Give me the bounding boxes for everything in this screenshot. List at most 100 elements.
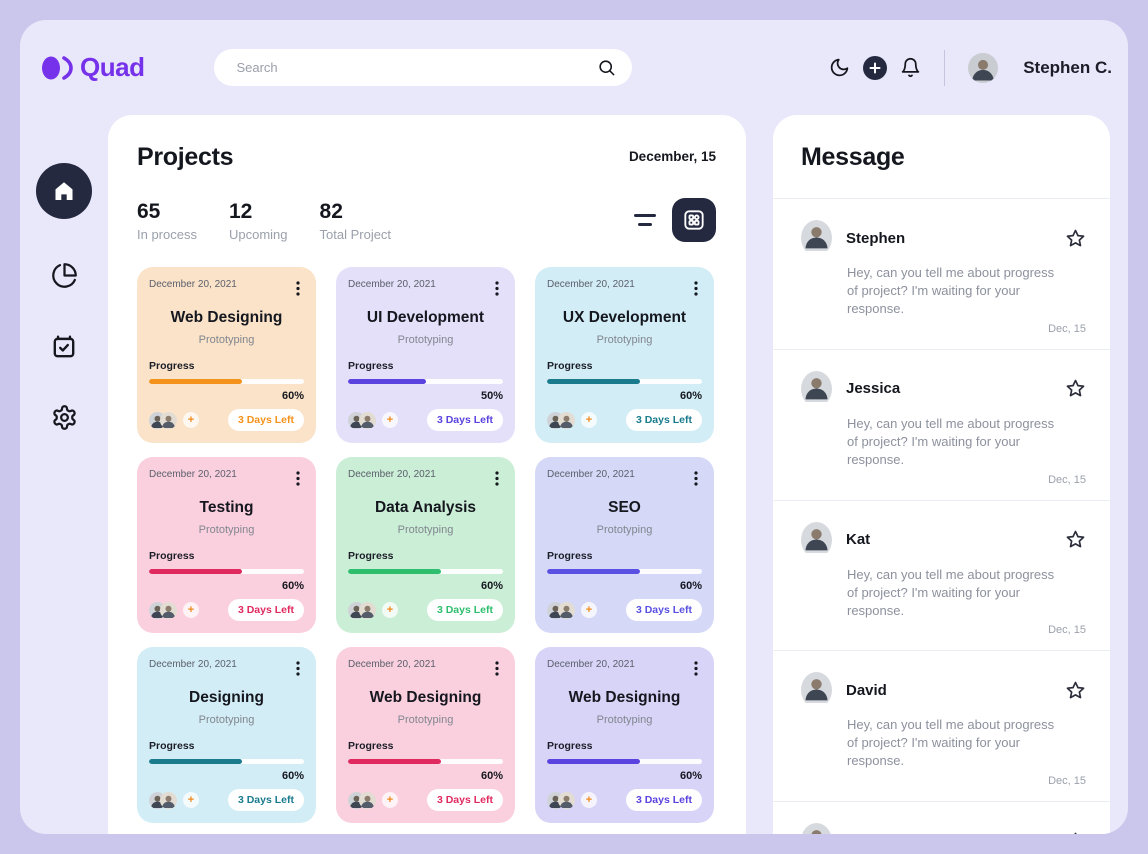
project-card[interactable]: December 20, 2021 Designing Prototyping … xyxy=(137,647,316,823)
progress-percent: 60% xyxy=(281,390,304,402)
sender-name: Sid xyxy=(846,833,869,834)
add-member-button[interactable]: + xyxy=(382,412,398,428)
sender-name: Kat xyxy=(846,531,871,549)
plus-icon xyxy=(869,62,881,74)
sender-avatar xyxy=(801,521,832,558)
dark-mode-toggle[interactable] xyxy=(829,57,850,78)
card-date: December 20, 2021 xyxy=(547,279,635,290)
sidebar-item-analytics[interactable] xyxy=(50,261,79,290)
star-icon xyxy=(1065,680,1086,701)
message-item[interactable]: Jessica Hey, can you tell me about progr… xyxy=(773,350,1110,501)
stat-in-process: 65 In process xyxy=(137,200,197,242)
star-button[interactable] xyxy=(1065,831,1086,834)
brand-logo[interactable]: Quad xyxy=(40,52,145,83)
star-button[interactable] xyxy=(1065,378,1086,399)
member-avatar xyxy=(359,601,376,619)
project-card[interactable]: December 20, 2021 Web Designing Prototyp… xyxy=(336,647,515,823)
card-footer: + 3 Days Left xyxy=(348,599,503,621)
sidebar-item-tasks[interactable] xyxy=(50,332,79,361)
message-item[interactable]: Sid Hey, can you tell me about progress … xyxy=(773,802,1110,834)
card-top: December 20, 2021 xyxy=(149,659,304,678)
sidebar-item-settings[interactable] xyxy=(50,403,79,432)
project-card[interactable]: December 20, 2021 UI Development Prototy… xyxy=(336,267,515,443)
message-row: Kat xyxy=(801,521,1086,558)
progress-label: Progress xyxy=(348,550,394,562)
tasks-icon xyxy=(51,334,77,360)
progress-track xyxy=(149,759,304,764)
list-view-button[interactable] xyxy=(634,214,656,226)
message-row: Jessica xyxy=(801,370,1086,407)
kebab-menu-icon xyxy=(296,281,300,296)
message-item[interactable]: David Hey, can you tell me about progres… xyxy=(773,651,1110,803)
search-input[interactable] xyxy=(236,60,598,75)
add-member-button[interactable]: + xyxy=(183,602,199,618)
project-card[interactable]: December 20, 2021 Web Designing Prototyp… xyxy=(137,267,316,443)
search-icon[interactable] xyxy=(597,58,616,77)
message-item[interactable]: Kat Hey, can you tell me about progress … xyxy=(773,501,1110,652)
member-avatars xyxy=(547,791,575,809)
add-member-button[interactable]: + xyxy=(581,792,597,808)
progress-percent: 60% xyxy=(281,580,304,592)
list-view-icon xyxy=(634,214,656,217)
kebab-menu-icon xyxy=(495,281,499,296)
progress-fill xyxy=(149,379,242,384)
star-icon xyxy=(1065,831,1086,834)
project-grid: December 20, 2021 Web Designing Prototyp… xyxy=(137,267,716,823)
card-footer: + 3 Days Left xyxy=(547,409,702,431)
card-menu-button[interactable] xyxy=(292,279,304,298)
add-member-button[interactable]: + xyxy=(382,602,398,618)
sidebar-item-home[interactable] xyxy=(36,163,92,219)
member-avatar xyxy=(160,601,177,619)
stat-total: 82 Total Project xyxy=(320,200,392,242)
card-menu-button[interactable] xyxy=(491,659,503,678)
member-avatar xyxy=(558,601,575,619)
topbar: Quad xyxy=(20,20,1128,115)
project-card[interactable]: December 20, 2021 SEO Prototyping Progre… xyxy=(535,457,714,633)
add-member-button[interactable]: + xyxy=(382,792,398,808)
project-card[interactable]: December 20, 2021 Web Designing Prototyp… xyxy=(535,647,714,823)
stat-upcoming: 12 Upcoming xyxy=(229,200,288,242)
card-menu-button[interactable] xyxy=(690,469,702,488)
add-new-button[interactable] xyxy=(863,55,888,80)
add-member-button[interactable]: + xyxy=(183,412,199,428)
card-menu-button[interactable] xyxy=(690,659,702,678)
star-button[interactable] xyxy=(1065,680,1086,701)
card-menu-button[interactable] xyxy=(690,279,702,298)
project-card[interactable]: December 20, 2021 Data Analysis Prototyp… xyxy=(336,457,515,633)
brand-name: Quad xyxy=(80,52,145,82)
stat-label: In process xyxy=(137,227,197,242)
add-member-button[interactable]: + xyxy=(183,792,199,808)
card-subtitle: Prototyping xyxy=(198,334,255,346)
progress-label: Progress xyxy=(547,550,593,562)
add-member-button[interactable]: + xyxy=(581,412,597,428)
grid-view-button[interactable] xyxy=(672,198,716,242)
user-avatar[interactable] xyxy=(968,52,999,83)
message-item[interactable]: Stephen Hey, can you tell me about progr… xyxy=(773,199,1110,350)
card-menu-button[interactable] xyxy=(292,659,304,678)
body-row: Projects December, 15 65 In process 12 U… xyxy=(20,115,1128,834)
card-menu-button[interactable] xyxy=(491,279,503,298)
days-left-badge: 3 Days Left xyxy=(426,789,503,811)
card-menu-button[interactable] xyxy=(491,469,503,488)
star-button[interactable] xyxy=(1065,228,1086,249)
sidebar xyxy=(20,115,108,834)
project-card[interactable]: December 20, 2021 Testing Prototyping Pr… xyxy=(137,457,316,633)
progress-percent: 60% xyxy=(480,580,503,592)
card-title: Designing xyxy=(189,689,264,706)
project-card[interactable]: December 20, 2021 UX Development Prototy… xyxy=(535,267,714,443)
notifications-button[interactable] xyxy=(900,57,921,78)
card-title: UX Development xyxy=(562,309,687,326)
progress-fill xyxy=(348,569,441,574)
card-top: December 20, 2021 xyxy=(149,469,304,488)
pie-chart-icon xyxy=(51,262,78,289)
star-icon xyxy=(1065,228,1086,249)
card-date: December 20, 2021 xyxy=(348,469,436,480)
card-menu-button[interactable] xyxy=(292,469,304,488)
add-member-button[interactable]: + xyxy=(581,602,597,618)
progress-label: Progress xyxy=(149,550,195,562)
card-title: Data Analysis xyxy=(374,499,477,516)
member-avatar xyxy=(359,411,376,429)
star-button[interactable] xyxy=(1065,529,1086,550)
card-subtitle: Prototyping xyxy=(397,524,454,536)
